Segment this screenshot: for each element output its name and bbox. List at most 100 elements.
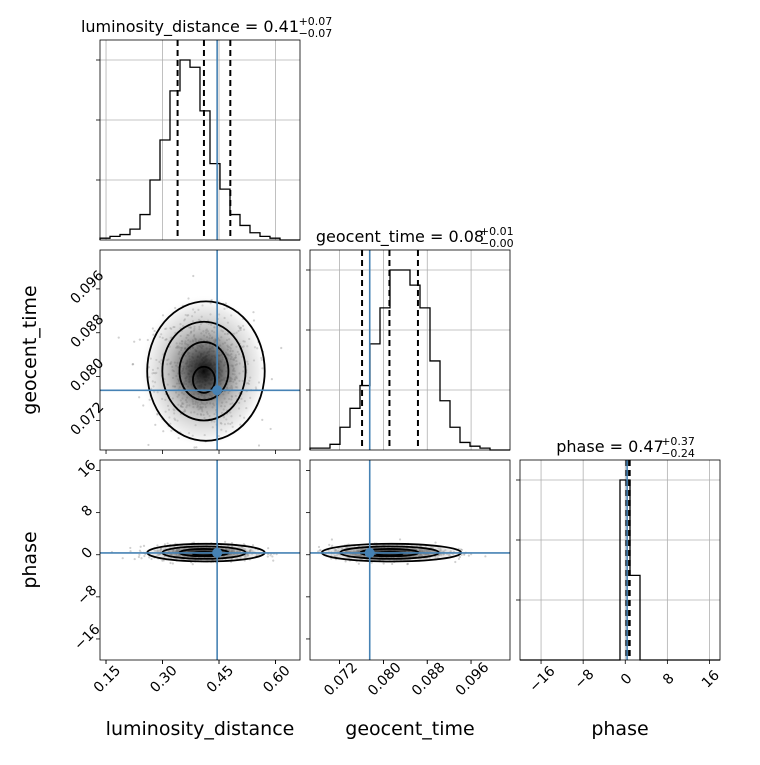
sample-point bbox=[242, 543, 245, 546]
sample-point bbox=[251, 544, 255, 547]
sample-point bbox=[163, 543, 167, 546]
sample-point bbox=[137, 555, 140, 559]
x-tick-label: −16 bbox=[526, 663, 558, 695]
hist-frame bbox=[99, 39, 301, 241]
hist-grid bbox=[100, 40, 300, 240]
sample-point bbox=[142, 404, 145, 407]
hist-panel-phase: phase = 0.47+0.37−0.24 bbox=[516, 435, 721, 661]
sample-point bbox=[269, 427, 272, 431]
sample-point bbox=[328, 543, 331, 546]
sample-point bbox=[398, 538, 402, 541]
sample-point bbox=[131, 363, 135, 366]
sample-point bbox=[198, 453, 200, 455]
y-tick-label: 16 bbox=[75, 457, 99, 481]
sample-point bbox=[269, 554, 272, 557]
y-axis-label-geocent_time: geocent_time bbox=[19, 285, 41, 414]
x-tick-label: −8 bbox=[572, 666, 598, 692]
sample-point bbox=[252, 319, 256, 322]
y-tick-label: 0 bbox=[79, 545, 97, 563]
title-sup: +0.07 bbox=[299, 15, 333, 28]
sample-point bbox=[270, 378, 273, 381]
x-tick-label: 0.088 bbox=[409, 660, 449, 700]
sample-point bbox=[191, 563, 194, 566]
sample-point bbox=[267, 547, 270, 550]
sample-point bbox=[290, 544, 292, 546]
param-title-luminosity_distance: luminosity_distance = 0.41 bbox=[81, 17, 299, 37]
x-axis-label-luminosity_distance: luminosity_distance bbox=[106, 718, 295, 740]
scatter-panel-luminosity_distance-phase: −16 −8 0 8 16 bbox=[71, 457, 301, 664]
sample-point bbox=[117, 336, 120, 339]
sample-point bbox=[133, 340, 136, 343]
hist-step-phase bbox=[520, 479, 720, 661]
sample-point bbox=[161, 559, 164, 562]
hist-panel-luminosity_distance: luminosity_distance = 0.41 +0.07−0.07 bbox=[81, 15, 333, 241]
sample-point bbox=[458, 555, 462, 559]
sample-point bbox=[266, 555, 269, 558]
x-tick-label: 8 bbox=[660, 671, 678, 689]
sample-point bbox=[154, 423, 157, 426]
x-tick-label: 16 bbox=[699, 667, 723, 691]
truth-marker bbox=[364, 547, 375, 558]
sample-point bbox=[156, 544, 159, 547]
sample-point bbox=[223, 540, 227, 544]
sample-point bbox=[121, 557, 124, 560]
title-main: luminosity_distance = 0.41 bbox=[81, 17, 299, 37]
y-tick-label: 0.072 bbox=[68, 399, 108, 439]
scatter-frame bbox=[99, 249, 301, 451]
sample-point bbox=[434, 541, 437, 544]
hist-panel-geocent_time: geocent_time = 0.08+0.01−0.00 bbox=[306, 225, 514, 451]
sample-point bbox=[303, 548, 305, 550]
sample-point bbox=[382, 562, 385, 565]
sample-point bbox=[307, 556, 309, 558]
sample-point bbox=[391, 562, 394, 566]
y-tick-label: 8 bbox=[79, 502, 97, 520]
title-sub: −0.07 bbox=[299, 27, 333, 40]
hist-frame bbox=[519, 459, 721, 661]
sample-point bbox=[169, 561, 172, 565]
sample-point bbox=[150, 557, 153, 561]
x-tick-label: 0.15 bbox=[91, 663, 124, 696]
scatter-frame bbox=[99, 459, 301, 661]
sample-point bbox=[280, 346, 283, 350]
sample-point bbox=[140, 557, 143, 560]
hist-step-luminosity_distance bbox=[99, 59, 300, 241]
density-fill bbox=[140, 295, 268, 447]
param-title-phase: phase = 0.47 bbox=[556, 437, 663, 456]
sample-point bbox=[271, 555, 274, 558]
y-tick-label: 0.096 bbox=[68, 268, 108, 308]
sample-point bbox=[331, 544, 334, 547]
hist-step-geocent_time bbox=[309, 269, 510, 451]
x-tick-label: 0.096 bbox=[453, 660, 493, 700]
sample-point bbox=[129, 550, 132, 553]
sample-point bbox=[484, 555, 487, 558]
x-tick-label: 0 bbox=[618, 671, 636, 689]
sample-point bbox=[272, 559, 275, 562]
y-tick-label: 0.080 bbox=[68, 355, 108, 395]
x-axis-label-phase: phase bbox=[591, 718, 648, 740]
scatter-panel-geocent_time-phase bbox=[290, 459, 511, 664]
x-tick-label: 0.60 bbox=[260, 663, 293, 696]
truth-marker bbox=[212, 385, 223, 396]
sample-point bbox=[344, 560, 347, 563]
title-main: geocent_time = 0.08 bbox=[316, 227, 484, 247]
sample-point bbox=[138, 553, 141, 556]
sample-point bbox=[138, 396, 141, 399]
y-axis-label-phase: phase bbox=[19, 531, 41, 588]
panel-content bbox=[290, 460, 510, 660]
title-sub: −0.24 bbox=[661, 447, 695, 460]
sample-point bbox=[252, 311, 255, 314]
hist-grid bbox=[310, 250, 510, 450]
sample-point bbox=[195, 446, 198, 449]
contour-level bbox=[161, 320, 247, 422]
sample-point bbox=[178, 468, 180, 470]
y-tick-label: −16 bbox=[71, 621, 103, 653]
scatter-frame bbox=[309, 459, 511, 661]
sample-point bbox=[192, 274, 195, 278]
sample-point bbox=[162, 430, 165, 433]
contour-level bbox=[146, 300, 266, 442]
sample-point bbox=[131, 363, 134, 366]
contour-level bbox=[192, 365, 216, 394]
sample-point bbox=[133, 557, 136, 561]
